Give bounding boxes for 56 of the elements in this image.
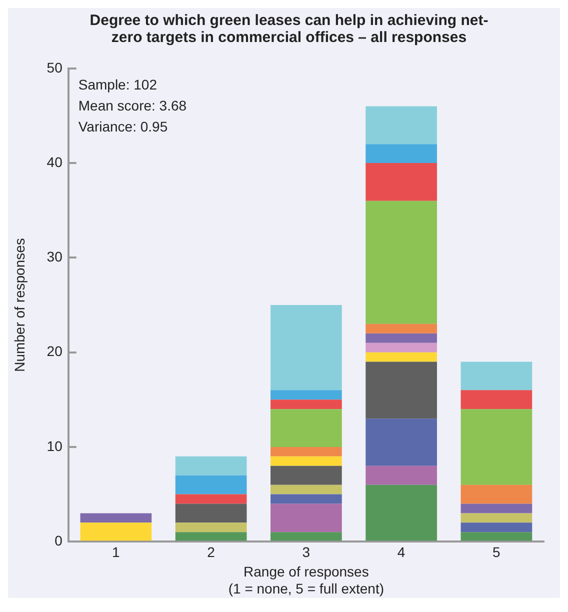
bar (270, 400, 342, 410)
bar (175, 532, 247, 541)
bar (460, 409, 532, 485)
bar (80, 522, 152, 541)
y-axis-title: Number of responses (11, 238, 28, 372)
bar (270, 494, 342, 504)
bar (270, 466, 342, 485)
bar (460, 522, 532, 532)
bar (460, 504, 532, 514)
bar (366, 466, 437, 485)
x-tick-label: 1 (112, 544, 120, 560)
y-tick-label: 10 (46, 438, 63, 454)
bar (366, 324, 437, 334)
bar (366, 362, 437, 419)
bar (460, 484, 532, 504)
bar (460, 513, 532, 523)
y-tick-label: 0 (54, 532, 63, 548)
x-axis-title: Range of responses (1 = none, 5 = full extent) (228, 564, 384, 596)
y-tick-label: 20 (46, 343, 63, 360)
bar (366, 200, 437, 324)
bar (175, 475, 247, 494)
x-tick-label: 5 (492, 544, 501, 560)
x-tick-label: 2 (207, 544, 216, 560)
bar (366, 484, 437, 541)
bar (175, 456, 247, 476)
bar (366, 352, 437, 362)
bar (366, 163, 437, 201)
bar (175, 494, 247, 504)
bar (270, 532, 342, 541)
x-tick-label: 3 (302, 544, 310, 560)
annotation: Mean score: 3.68 (78, 97, 187, 114)
bar (270, 484, 342, 494)
y-tick-label: 50 (46, 59, 63, 76)
bar (366, 106, 437, 144)
x-tick-label: 4 (397, 544, 406, 560)
bar (460, 532, 532, 541)
bar (270, 409, 342, 447)
bar (366, 144, 437, 164)
bar (366, 418, 437, 466)
bar (366, 342, 437, 352)
bar (460, 362, 532, 390)
chart-title: Degree to which green leases can help in achieving net-zero targets in commercial offices – all responses (88, 11, 490, 46)
y-tick-label: 30 (46, 248, 63, 265)
bar (270, 456, 342, 466)
bar (270, 305, 342, 390)
bar (80, 513, 152, 523)
annotation: Sample: 102 (78, 76, 158, 92)
bar (175, 504, 247, 523)
bar (270, 446, 342, 456)
bar (270, 390, 342, 400)
bar (366, 333, 437, 343)
y-tick-label: 40 (46, 154, 63, 170)
bar (270, 504, 342, 532)
bar (460, 390, 532, 410)
annotation: Variance: 0.95 (78, 118, 168, 134)
bar (175, 522, 247, 532)
